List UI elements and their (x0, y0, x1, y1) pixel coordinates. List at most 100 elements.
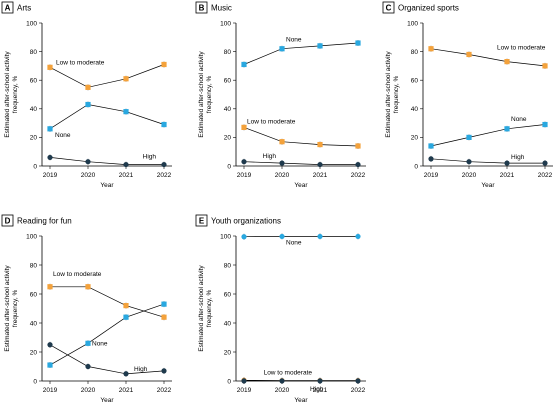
y-tick-label: 40 (224, 106, 232, 113)
y-tick-label: 80 (224, 262, 232, 269)
y-tick-label: 40 (30, 106, 38, 113)
x-axis-title: Year (100, 182, 114, 189)
data-point (355, 378, 361, 384)
data-point (241, 124, 247, 130)
x-tick-label: 2022 (351, 172, 366, 179)
y-tick-label: 60 (224, 78, 232, 85)
data-point (47, 126, 53, 132)
data-point (123, 76, 129, 82)
series-line (49, 104, 165, 130)
y-tick-label: 80 (30, 49, 38, 56)
x-tick-label: 2020 (81, 172, 96, 179)
x-axis-title: Year (481, 182, 495, 189)
series-none: None (428, 116, 548, 149)
series-line (50, 286, 165, 318)
series-label: Low to moderate (264, 370, 313, 377)
series-high: High (241, 377, 361, 393)
panel-title: Organized sports (398, 4, 459, 13)
panel-letter-box (1, 1, 14, 14)
chart-panel-b: B Music 0 20 40 60 80 100 2019 2020 2021 2022 Year Es… (195, 1, 366, 189)
data-point (123, 303, 129, 309)
data-point (241, 61, 247, 68)
y-tick-label: 60 (30, 78, 38, 85)
data-point (317, 161, 323, 168)
panel-letter-box (1, 214, 14, 227)
x-tick-label: 2020 (275, 387, 290, 394)
y-tick-label: 80 (224, 49, 232, 56)
y-axis-title: Estimated after-school activity (4, 265, 11, 352)
panel-letter: C (386, 4, 392, 13)
y-tick-label: 0 (227, 378, 231, 385)
series-high: High (241, 153, 361, 168)
x-tick-label: 2021 (313, 387, 328, 394)
series-label: None (286, 37, 302, 44)
series-label: High (134, 366, 148, 373)
y-tick-label: 80 (411, 49, 419, 56)
data-point (355, 40, 361, 46)
data-point (85, 84, 91, 90)
y-tick-label: 60 (30, 291, 38, 298)
series-label: High (310, 386, 324, 393)
x-tick-label: 2022 (538, 172, 553, 179)
x-tick-label: 2019 (237, 172, 252, 179)
series-line (243, 161, 358, 165)
data-point (47, 64, 53, 70)
y-tick-label: 20 (30, 135, 38, 142)
panel-title: Music (211, 4, 232, 13)
series-label: None (286, 239, 302, 246)
x-axis-title: Year (294, 397, 308, 404)
panel-title: Reading for fun (17, 217, 72, 226)
x-tick-label: 2021 (119, 172, 134, 179)
data-point (85, 363, 91, 370)
data-point (85, 101, 91, 108)
series-low-to-moderate: Low to moderate (47, 271, 167, 321)
y-tick-label: 20 (224, 135, 232, 142)
panel-letter: B (199, 4, 205, 13)
data-point (428, 46, 434, 52)
x-tick-label: 2021 (119, 387, 134, 394)
series-line (430, 48, 546, 67)
panel-title: Youth organizations (211, 217, 281, 226)
series-label: Low to moderate (497, 45, 546, 52)
data-point (161, 161, 167, 168)
y-axis-title: frequency, % (12, 76, 19, 114)
panel-letter-box (382, 1, 395, 14)
chart-panel-d: D Reading for fun 0 20 40 60 80 100 2019 2020 2021… (1, 214, 172, 404)
x-tick-label: 2019 (43, 172, 58, 179)
y-tick-label: 100 (220, 20, 231, 27)
series-label: Low to moderate (56, 59, 105, 66)
data-point (542, 63, 548, 69)
data-point (317, 141, 323, 148)
series-label: Low to moderate (247, 118, 296, 125)
data-point (466, 159, 472, 165)
series-low-to-moderate: Low to moderate (241, 370, 361, 384)
x-tick-label: 2022 (157, 172, 172, 179)
data-point (428, 156, 434, 162)
x-tick-label: 2022 (157, 387, 172, 394)
series-label: High (263, 153, 277, 160)
y-tick-label: 100 (220, 233, 231, 240)
y-tick-label: 20 (411, 135, 419, 142)
data-point (161, 368, 167, 374)
series-low-to-moderate: Low to moderate (47, 59, 167, 91)
x-tick-label: 2021 (313, 172, 328, 179)
panel-letter: E (199, 217, 205, 226)
data-point (161, 61, 167, 68)
x-tick-label: 2019 (424, 172, 439, 179)
data-point (466, 51, 472, 58)
data-point (85, 340, 91, 346)
series-line (49, 157, 164, 165)
series-line (49, 344, 165, 375)
data-point (279, 160, 285, 166)
y-axis-title: Estimated after-school activity (385, 51, 392, 138)
data-point (47, 154, 53, 161)
series-high: High (47, 154, 167, 168)
series-line (243, 42, 359, 65)
series-high: High (47, 341, 167, 377)
y-axis-title: frequency, % (393, 76, 400, 114)
y-tick-label: 0 (414, 163, 418, 170)
data-point (161, 314, 167, 320)
series-none: None (241, 233, 361, 246)
data-point (355, 233, 361, 240)
